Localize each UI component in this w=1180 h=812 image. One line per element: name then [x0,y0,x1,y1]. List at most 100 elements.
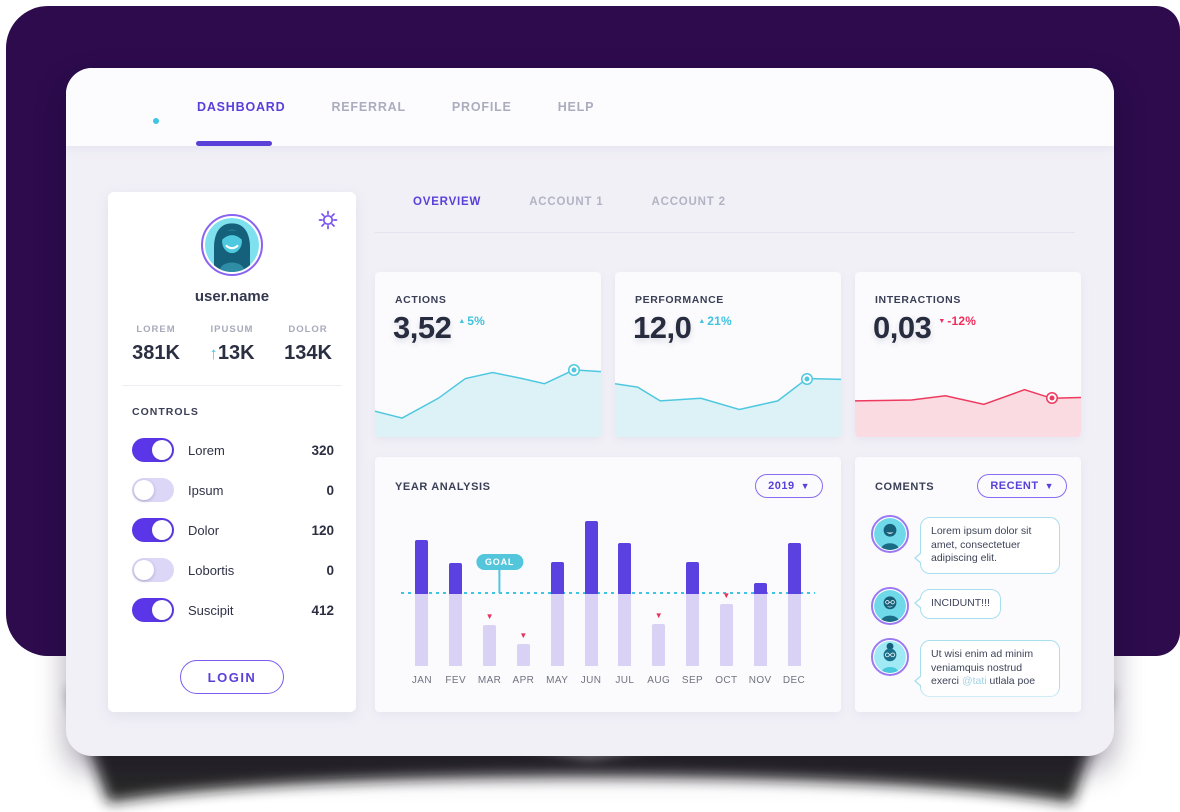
tab-overview[interactable]: OVERVIEW [413,196,482,208]
control-row-lorem: Lorem 320 [108,430,356,470]
stat-card-value: 0,03 [873,310,932,345]
dashboard-window: DASHBOARD REFERRAL PROFILE HELP [66,68,1114,756]
stat-value: 134K [284,342,332,364]
bar-apr[interactable]: ▼ [516,631,530,666]
comment-bubble: Ut wisi enim ad minim veniamquis nostrud… [914,639,1060,697]
commenter-avatar[interactable] [871,586,909,625]
toggle-knob [152,440,172,460]
sparkline-current-point [802,374,812,384]
toggle-ipsum[interactable] [132,478,174,502]
month-label-jul: JUL [615,675,635,686]
account-tabs: OVERVIEW ACCOUNT 1 ACCOUNT 2 [413,196,726,208]
comment-bubble: Lorem ipsum dolor sit amet, consectetuer… [914,517,1060,574]
comments-filter-dropdown[interactable]: RECENT ▼ [977,474,1067,498]
toggle-dolor[interactable] [132,518,174,542]
month-label-jan: JAN [411,675,432,686]
bar-dec[interactable] [787,542,801,666]
year-bar-chart: GOAL ▼ ▼ ▼ ▼ [401,521,815,666]
bar-oct[interactable]: ▼ [719,591,733,666]
stat-card-interactions: INTERACTIONS 0,03 ▼ -12% [855,272,1081,437]
controls-list: Lorem 320 Ipsum 0 Dolor 120 Lobortis 0 Suscipit 4… [108,430,356,630]
nav-item-dashboard[interactable]: DASHBOARD [197,100,286,114]
stat-label: DOLOR [288,324,328,335]
month-label-fev: FEV [445,675,467,686]
trend-arrow-icon: ▲ [698,317,706,325]
bar-mar[interactable]: ▼ [483,612,497,666]
sparkline-current-point [1047,393,1057,403]
bars-row: ▼ ▼ ▼ ▼ [405,521,811,666]
stat-card-performance: PERFORMANCE 12,0 ▲ 21% [615,272,841,437]
content-area: user.name LOREM 381K IPUSUM ↑13K DOLOR 1… [66,146,1114,756]
month-label-oct: OCT [715,675,738,686]
commenter-avatar[interactable] [871,515,909,553]
chevron-down-icon: ▼ [1044,481,1054,491]
bar-nov[interactable] [753,583,767,666]
toggle-suscipit[interactable] [132,598,174,622]
comment-item: Lorem ipsum dolor sit amet, consectetuer… [871,515,1069,574]
bar-sep[interactable] [686,561,700,666]
control-label: Lobortis [188,562,235,578]
selected-year: 2019 [768,480,795,492]
sparkline-current-point [569,365,579,375]
control-value: 412 [311,602,334,618]
profile-stats: LOREM 381K IPUSUM ↑13K DOLOR 134K [118,324,346,365]
bar-column-aug: ▼ [642,521,676,666]
commenter-avatar[interactable] [871,637,909,676]
username: user.name [194,288,270,305]
stat-card-value: 3,52 [393,310,452,345]
toggle-knob [152,520,172,540]
chevron-down-icon: ▼ [800,481,810,491]
year-analysis-title: YEAR ANALYSIS [395,481,491,493]
control-value: 120 [311,522,334,538]
up-arrow-icon: ↑ [209,344,218,363]
comment-item: Ut wisi enim ad minim veniamquis nostrud… [871,637,1069,697]
sparkline-chart [615,351,841,437]
stat-ipusum: IPUSUM ↑13K [194,324,270,365]
settings-gear-icon[interactable] [316,208,340,232]
tab-account-2[interactable]: ACCOUNT 2 [651,196,726,208]
stat-dolor: DOLOR 134K [270,324,346,365]
bar-may[interactable] [550,561,564,666]
tab-account-1[interactable]: ACCOUNT 1 [529,196,604,208]
control-row-dolor: Dolor 120 [108,510,356,550]
bar-column-jun [574,521,608,666]
bar-column-may [540,521,574,666]
control-label: Lorem [188,442,225,458]
nav-item-help[interactable]: HELP [557,100,595,114]
login-button[interactable]: LOGIN [180,660,284,694]
stat-value: 381K [132,342,180,364]
bar-jun[interactable] [584,521,598,666]
stat-label: LOREM [136,324,176,335]
sparkline-chart [375,351,601,437]
control-label: Ipsum [188,482,224,498]
sparkline-chart [855,351,1081,437]
profile-card: user.name LOREM 381K IPUSUM ↑13K DOLOR 1… [108,192,356,712]
toggle-knob [152,600,172,620]
comment-item: INCIDUNT!!! [871,586,1069,625]
control-row-ipsum: Ipsum 0 [108,470,356,510]
delta-percent: 5% [467,314,486,328]
bar-column-fev [439,521,473,666]
nav-item-profile[interactable]: PROFILE [451,100,512,114]
year-analysis-card: YEAR ANALYSIS 2019 ▼ GOAL ▼ ▼ ▼ ▼ JAN FEV MAR A… [375,457,841,712]
bar-jul[interactable] [618,542,632,666]
toggle-lorem[interactable] [132,438,174,462]
control-row-suscipit: Suscipit 412 [108,590,356,630]
bar-column-apr: ▼ [506,521,540,666]
stat-delta: ▲ 5% [458,314,485,328]
user-avatar[interactable] [201,214,263,276]
divider [122,385,342,386]
below-goal-alert-icon: ▼ [654,610,663,620]
bar-column-jan [405,521,439,666]
bar-fev[interactable] [449,563,463,666]
month-label-jun: JUN [580,675,602,686]
year-selector-dropdown[interactable]: 2019 ▼ [755,474,823,498]
bar-jan[interactable] [415,539,429,666]
logo-dot-icon [153,118,159,124]
below-goal-alert-icon: ▼ [485,612,494,622]
bar-aug[interactable]: ▼ [652,611,666,666]
toggle-lobortis[interactable] [132,558,174,582]
tabs-divider [375,232,1075,233]
nav-item-referral[interactable]: REFERRAL [331,100,406,114]
